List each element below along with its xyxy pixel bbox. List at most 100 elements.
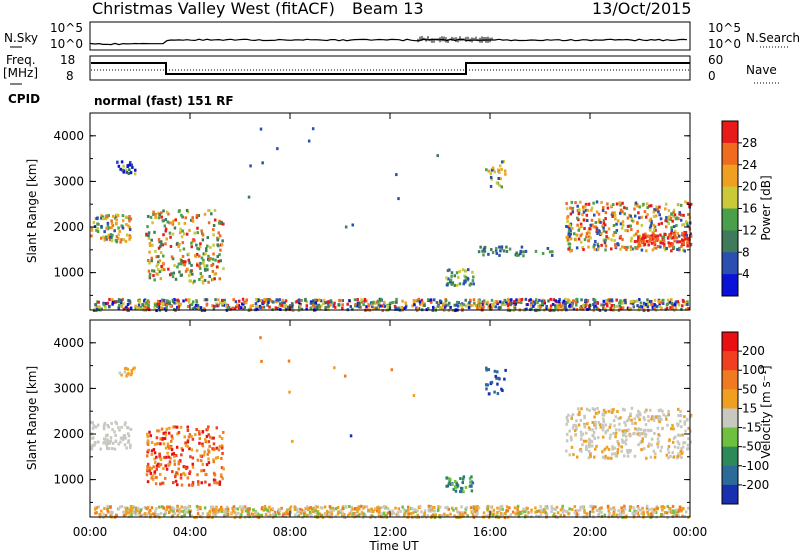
radar-cell <box>648 508 651 512</box>
radar-cell <box>630 236 633 240</box>
radar-cell <box>643 428 647 432</box>
radar-cell <box>679 409 682 413</box>
radar-cell <box>212 458 215 462</box>
radar-cell <box>626 224 630 228</box>
radar-cell <box>631 299 635 303</box>
radar-cell <box>500 387 503 391</box>
radar-cell <box>464 269 468 273</box>
radar-cell <box>646 428 650 432</box>
radar-cell <box>618 307 621 311</box>
radar-cell <box>164 298 168 302</box>
radar-cell <box>130 368 134 372</box>
radar-cell <box>305 505 309 509</box>
radar-cell <box>675 508 678 512</box>
radar-cell <box>276 306 279 310</box>
radar-cell <box>685 417 689 421</box>
radar-cell <box>663 246 666 250</box>
radar-cell <box>566 220 569 224</box>
radar-cell <box>678 505 682 509</box>
radar-cell <box>477 506 481 510</box>
radar-cell <box>96 226 99 230</box>
radar-cell <box>591 433 594 437</box>
radar-cell <box>341 505 345 509</box>
radar-cell <box>636 299 639 303</box>
radar-cell <box>190 434 193 438</box>
radar-cell <box>593 447 597 451</box>
radar-cell <box>96 230 100 234</box>
radar-cell <box>341 299 344 303</box>
radar-cell <box>222 267 225 271</box>
radar-cell <box>129 445 132 449</box>
radar-cell <box>591 421 594 425</box>
radar-cell <box>496 382 499 386</box>
radar-cell <box>119 440 122 444</box>
radar-cell <box>444 304 448 308</box>
radar-cell <box>349 434 353 438</box>
radar-cell <box>686 443 690 447</box>
radar-cell <box>220 298 224 302</box>
radar-cell <box>124 421 127 425</box>
radar-cell <box>339 298 343 302</box>
radar-cell <box>103 230 106 234</box>
radar-cell <box>242 300 246 304</box>
radar-cell <box>153 470 157 474</box>
radar-cell <box>604 423 608 427</box>
radar-cell <box>640 240 644 244</box>
radar-cell <box>186 506 189 510</box>
radar-cell <box>633 207 636 211</box>
radar-cell <box>622 506 626 510</box>
radar-cell <box>296 507 299 511</box>
radar-cell <box>290 305 294 309</box>
radar-cell <box>327 300 330 304</box>
radar-cell <box>636 204 639 208</box>
radar-cell <box>677 513 680 517</box>
radar-cell <box>377 514 381 518</box>
freq-tick-top: 18 <box>60 53 75 67</box>
radar-cell <box>388 301 392 305</box>
radar-cell <box>676 446 680 450</box>
radar-cell <box>93 507 97 511</box>
radar-cell <box>642 202 645 206</box>
radar-cell <box>652 449 656 453</box>
radar-cell <box>541 251 545 255</box>
radar-cell <box>447 507 451 511</box>
radar-cell <box>482 247 486 251</box>
radar-cell <box>573 299 577 303</box>
radar-cell <box>586 230 590 234</box>
radar-cell <box>636 432 639 436</box>
radar-cell <box>341 507 344 511</box>
radar-cell <box>602 420 606 424</box>
radar-cell <box>118 229 121 233</box>
radar-cell <box>182 260 185 264</box>
radar-cell <box>91 426 95 430</box>
radar-cell <box>332 304 336 308</box>
y-tick-label: 4000 <box>53 336 84 350</box>
radar-cell <box>156 299 160 303</box>
radar-cell <box>102 427 106 431</box>
radar-cell <box>669 216 673 220</box>
radar-cell <box>208 509 212 513</box>
radar-cell <box>183 435 186 439</box>
radar-cell <box>410 507 414 511</box>
radar-cell <box>464 279 467 283</box>
radar-cell <box>190 218 193 222</box>
radar-cell <box>170 255 174 259</box>
radar-cell <box>193 306 197 310</box>
radar-cell <box>676 203 680 207</box>
radar-cell <box>572 423 575 427</box>
radar-cell <box>238 505 242 509</box>
radar-cell <box>676 509 680 513</box>
radar-cell <box>478 306 482 310</box>
radar-cell <box>638 238 642 242</box>
x-tick-label: 12:00 <box>373 525 408 539</box>
radar-cell <box>638 205 641 209</box>
radar-cell <box>674 435 677 439</box>
radar-cell <box>218 434 222 438</box>
radar-cell <box>629 449 632 453</box>
radar-cell <box>217 231 220 235</box>
radar-cell <box>413 508 417 512</box>
radar-cell <box>639 428 643 432</box>
radar-cell <box>150 238 153 242</box>
radar-cell <box>662 235 666 239</box>
radar-cell <box>498 183 501 187</box>
